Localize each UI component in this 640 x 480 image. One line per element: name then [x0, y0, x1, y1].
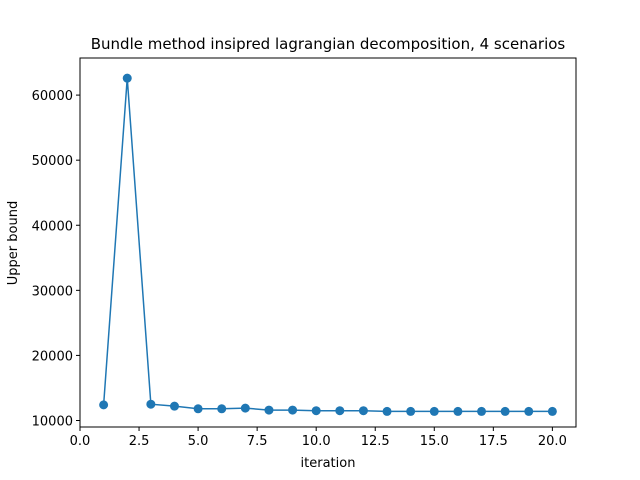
- data-point: [146, 399, 156, 409]
- y-tick-label: 40000: [32, 219, 73, 234]
- y-tick-label: 50000: [32, 154, 73, 169]
- data-point: [477, 406, 487, 416]
- data-point: [382, 406, 392, 416]
- x-tick-label: 20.0: [538, 434, 567, 449]
- data-point: [335, 406, 345, 416]
- x-axis-label: iteration: [301, 456, 356, 471]
- data-point: [406, 406, 416, 416]
- x-tick-label: 0.0: [70, 434, 91, 449]
- x-tick-label: 5.0: [188, 434, 209, 449]
- x-tick-label: 7.5: [247, 434, 268, 449]
- data-point: [358, 406, 368, 416]
- data-point: [193, 404, 203, 414]
- data-point: [429, 406, 439, 416]
- data-point: [169, 401, 179, 411]
- chart-title: Bundle method insipred lagrangian decomp…: [91, 35, 566, 53]
- data-point: [122, 73, 132, 83]
- x-tick-label: 2.5: [129, 434, 150, 449]
- x-tick-label: 10.0: [302, 434, 331, 449]
- data-point: [240, 403, 250, 413]
- y-tick-label: 10000: [32, 414, 73, 429]
- plot-frame: [79, 57, 577, 428]
- data-point: [453, 406, 463, 416]
- y-axis: 10000 20000 30000 40000 50000 60000: [32, 89, 80, 429]
- x-tick-label: 17.5: [479, 434, 508, 449]
- y-tick-label: 60000: [32, 89, 73, 104]
- data-point: [288, 405, 298, 415]
- data-point: [547, 406, 557, 416]
- data-point: [217, 404, 227, 414]
- data-point: [524, 406, 534, 416]
- data-point: [500, 406, 510, 416]
- data-point: [311, 406, 321, 416]
- data-point: [99, 400, 109, 410]
- x-tick-label: 15.0: [420, 434, 449, 449]
- x-tick-label: 12.5: [361, 434, 390, 449]
- series-line: [102, 78, 553, 413]
- y-axis-label: Upper bound: [6, 201, 21, 285]
- plot-area: [79, 57, 577, 428]
- series-layer: [99, 73, 557, 416]
- x-axis: 0.0 2.5 5.0 7.5 10.0 12.5 15.0 17.5 20.0: [70, 427, 567, 449]
- y-tick-label: 20000: [32, 349, 73, 364]
- data-point: [264, 405, 274, 415]
- y-tick-label: 30000: [32, 284, 73, 299]
